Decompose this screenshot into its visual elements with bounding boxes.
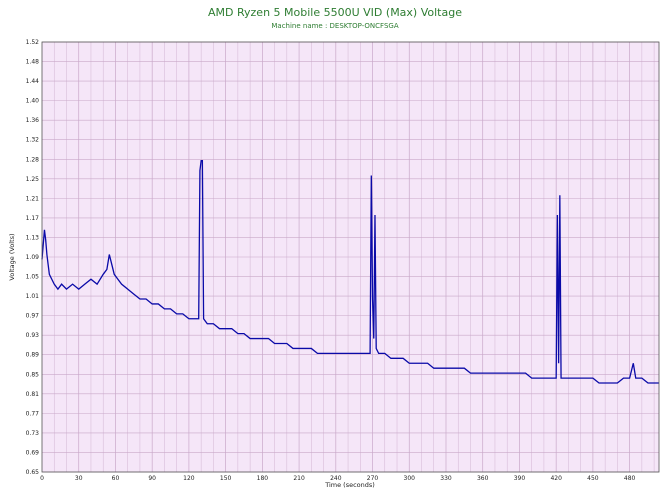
y-tick-label: 1.48 (26, 59, 40, 66)
chart-subtitle: Machine name : DESKTOP-ONCFSGA (271, 22, 399, 30)
x-tick-label: 90 (148, 475, 156, 482)
x-tick-label: 300 (404, 475, 416, 482)
y-tick-label: 1.28 (26, 156, 40, 163)
y-tick-label: 0.97 (26, 313, 40, 320)
y-tick-label: 1.25 (26, 176, 40, 183)
y-tick-label: 1.44 (26, 78, 40, 85)
x-tick-labels: 0 30 60 90 120 150 180 210 240 270 300 330 360 390 420… (40, 475, 635, 482)
y-tick-label: 0.85 (26, 371, 40, 378)
voltage-series-line (41, 159, 659, 384)
y-tick-label: 1.01 (26, 293, 40, 300)
y-tick-label: 0.77 (26, 410, 40, 417)
y-tick-label: 0.81 (26, 391, 40, 398)
y-tick-label: 1.32 (26, 137, 40, 144)
y-tick-label: 1.21 (26, 195, 40, 202)
x-tick-label: 450 (587, 475, 599, 482)
y-tick-labels: 0.65 0.69 0.73 0.77 0.81 0.85 0.89 0.93 0.97 1.01… (26, 39, 40, 476)
x-tick-label: 330 (440, 475, 452, 482)
plot-border (41, 41, 660, 473)
y-tick-label: 1.17 (26, 215, 40, 222)
x-tick-label: 60 (112, 475, 120, 482)
y-tick-label: 1.52 (26, 39, 40, 46)
y-tick-label: 1.40 (26, 98, 40, 105)
x-tick-label: 390 (514, 475, 526, 482)
x-axis-title: Time (seconds) (324, 481, 375, 489)
y-tick-label: 0.89 (26, 352, 40, 359)
y-axis-title: Voltage (Volts) (8, 233, 16, 280)
y-tick-label: 1.13 (26, 234, 40, 241)
x-tick-label: 210 (293, 475, 305, 482)
y-tick-label: 0.65 (26, 469, 40, 476)
x-tick-label: 240 (330, 475, 342, 482)
y-tick-label: 0.69 (26, 449, 40, 456)
y-tick-label: 1.36 (26, 117, 40, 124)
x-tick-label: 270 (367, 475, 379, 482)
x-tick-label: 360 (477, 475, 489, 482)
x-tick-label: 480 (624, 475, 636, 482)
chart-title: AMD Ryzen 5 Mobile 5500U VID (Max) Volta… (208, 6, 462, 19)
x-tick-label: 30 (75, 475, 83, 482)
x-tick-label: 420 (550, 475, 562, 482)
y-tick-label: 1.05 (26, 274, 40, 281)
y-tick-label: 0.73 (26, 430, 40, 437)
x-tick-label: 180 (257, 475, 269, 482)
x-tick-label: 150 (220, 475, 232, 482)
x-tick-label: 120 (183, 475, 195, 482)
y-tick-label: 1.09 (26, 254, 40, 261)
y-tick-label: 0.93 (26, 332, 40, 339)
x-tick-label: 0 (40, 475, 44, 482)
